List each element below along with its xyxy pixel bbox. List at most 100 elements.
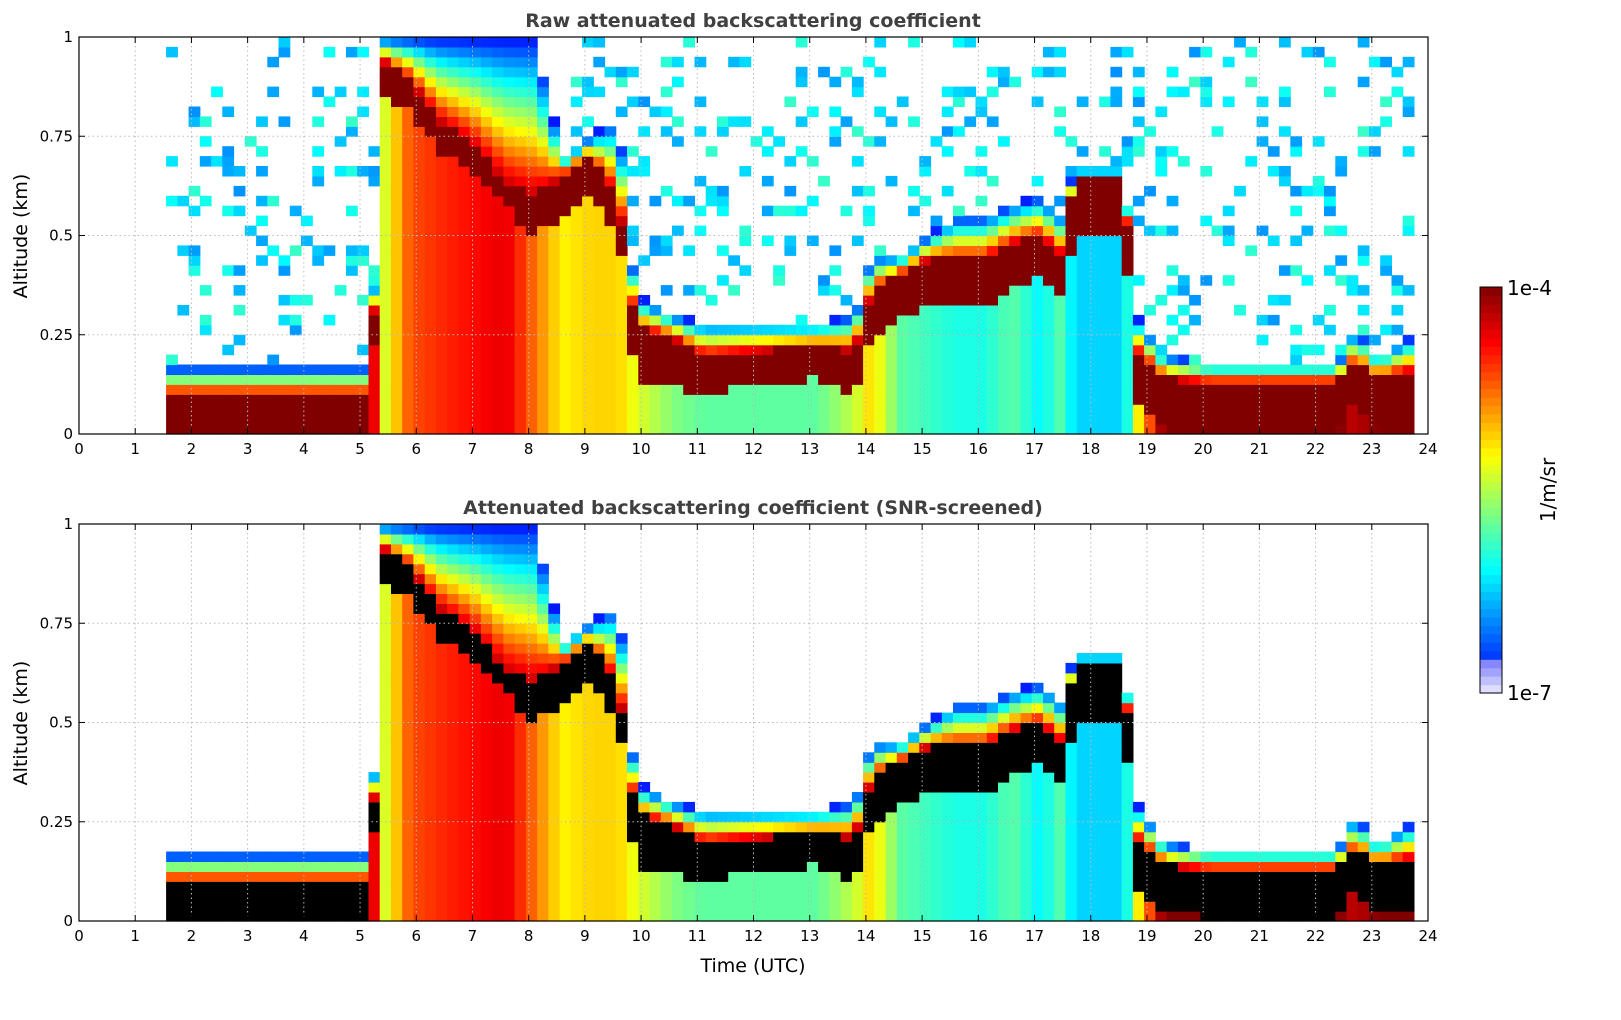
heatmap-cell [986, 314, 999, 326]
heatmap-cell [1144, 404, 1156, 415]
colorbar-segment [1480, 380, 1502, 390]
heatmap-cell [784, 404, 797, 415]
heatmap-cell [806, 911, 819, 922]
heatmap-cell [458, 533, 471, 545]
heatmap-cell [447, 245, 459, 256]
heatmap-cell [649, 106, 662, 117]
heatmap-cell [1155, 354, 1168, 366]
heatmap-cell [1155, 106, 1168, 117]
heatmap-cell [424, 324, 437, 336]
heatmap-cell [379, 275, 392, 286]
heatmap-cell [413, 374, 426, 385]
plot-raw: Raw attenuated backscattering coefficien… [10, 10, 1438, 458]
heatmap-cell [379, 543, 392, 555]
heatmap-cell [660, 185, 673, 197]
heatmap-cell [222, 265, 235, 276]
heatmap-cell [1020, 891, 1033, 902]
heatmap-cell [964, 334, 977, 346]
heatmap-cell [447, 593, 459, 604]
heatmap-cell [447, 106, 459, 117]
x-tick-label: 16 [969, 927, 988, 945]
heatmap-cell [222, 851, 235, 862]
heatmap-cell [840, 205, 853, 217]
heatmap-cell [368, 851, 381, 862]
heatmap-cell [424, 891, 437, 902]
heatmap-cell [424, 613, 437, 624]
heatmap-cell [806, 156, 819, 167]
heatmap-cell [1211, 414, 1224, 425]
heatmap-cell [435, 424, 448, 435]
heatmap-cell [435, 56, 448, 68]
heatmap-cell [402, 623, 414, 634]
heatmap-cell [1110, 384, 1123, 395]
heatmap-cell [1346, 871, 1359, 882]
heatmap-cell [301, 911, 313, 922]
heatmap-cell [1346, 354, 1359, 366]
heatmap-cell [908, 762, 920, 773]
heatmap-cell [559, 702, 572, 714]
heatmap-cell [1166, 424, 1179, 435]
heatmap-cell [1009, 314, 1021, 326]
heatmap-cell [896, 792, 909, 803]
heatmap-cell [941, 225, 954, 237]
heatmap-cell [1335, 871, 1348, 882]
heatmap-cell [514, 653, 527, 664]
heatmap-cell [953, 801, 965, 813]
heatmap-cell [593, 225, 606, 237]
heatmap-cell [593, 653, 606, 664]
heatmap-cell [435, 682, 448, 694]
heatmap-cell [1290, 901, 1303, 912]
heatmap-cell [896, 752, 909, 763]
heatmap-cell [525, 185, 538, 197]
heatmap-cell [1031, 911, 1044, 922]
heatmap-cell [930, 911, 943, 922]
heatmap-cell [1121, 792, 1134, 803]
heatmap-cell [1043, 205, 1055, 217]
heatmap-cell [593, 861, 606, 872]
heatmap-cell [627, 364, 639, 375]
heatmap-cell [1256, 394, 1269, 405]
heatmap-cell [379, 653, 392, 664]
heatmap-cell [582, 334, 594, 346]
heatmap-cell [1009, 811, 1021, 823]
heatmap-cell [379, 563, 392, 575]
heatmap-cell [177, 245, 190, 256]
heatmap-cell [514, 404, 527, 415]
colorbar-segment [1480, 312, 1502, 322]
heatmap-cell [391, 37, 403, 48]
heatmap-cell [435, 384, 448, 395]
heatmap-cell [863, 891, 875, 902]
heatmap-cell [1099, 881, 1111, 892]
heatmap-cell [334, 404, 347, 415]
heatmap-cell [458, 702, 471, 714]
heatmap-cell [402, 533, 414, 545]
heatmap-cell [1099, 702, 1111, 714]
heatmap-cell [1087, 782, 1100, 793]
heatmap-cell [1121, 722, 1134, 733]
heatmap-cell [435, 662, 448, 674]
heatmap-cell [1099, 235, 1111, 246]
heatmap-cell [278, 265, 291, 276]
heatmap-cell [761, 901, 774, 912]
heatmap-cell [908, 305, 920, 316]
heatmap-cell [1076, 175, 1089, 187]
heatmap-cell [1087, 195, 1100, 207]
heatmap-cell [1256, 404, 1269, 415]
heatmap-cell [728, 891, 740, 902]
heatmap-cell [503, 126, 516, 137]
heatmap-cell [458, 851, 471, 862]
heatmap-cell [1346, 821, 1359, 833]
heatmap-cell [941, 106, 954, 117]
heatmap-cell [570, 235, 583, 246]
heatmap-cell [525, 126, 538, 137]
heatmap-cell [1132, 334, 1145, 346]
heatmap-cell [1031, 792, 1044, 803]
heatmap-cell [1087, 712, 1100, 724]
heatmap-cell [233, 166, 246, 177]
heatmap-cell [480, 166, 493, 177]
heatmap-cell [1009, 742, 1021, 753]
heatmap-cell [435, 722, 448, 733]
heatmap-cell [1087, 732, 1100, 743]
heatmap-cell [447, 871, 459, 882]
heatmap-cell [424, 851, 437, 862]
